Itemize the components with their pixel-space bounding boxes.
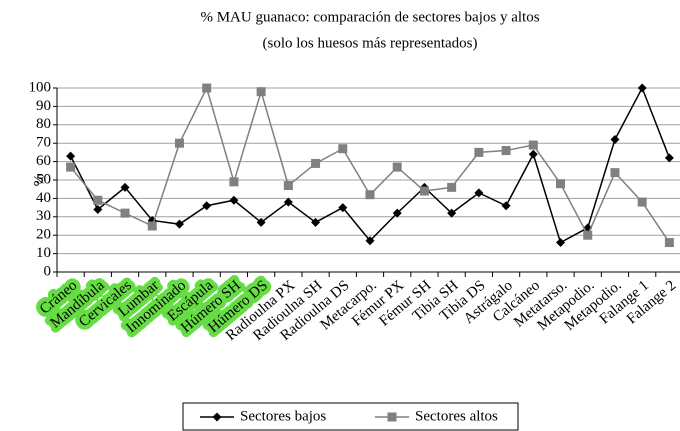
marker xyxy=(419,186,429,196)
y-tick-label: 30 xyxy=(36,208,51,224)
marker xyxy=(283,181,293,191)
marker xyxy=(447,182,457,192)
marker xyxy=(174,219,184,229)
marker xyxy=(174,138,184,148)
marker xyxy=(556,238,566,248)
marker xyxy=(583,230,593,240)
marker xyxy=(311,217,321,227)
y-tick-label: 10 xyxy=(36,245,51,261)
marker xyxy=(229,195,239,205)
series-line xyxy=(70,85,671,243)
marker xyxy=(256,87,266,97)
legend-label: Sectores bajos xyxy=(240,408,326,424)
marker xyxy=(501,146,511,156)
chart-subtitle: (solo los huesos más representados) xyxy=(263,35,478,51)
y-tick-label: 100 xyxy=(29,79,52,95)
marker xyxy=(556,179,566,189)
marker xyxy=(256,217,266,227)
marker xyxy=(338,144,348,154)
legend-box xyxy=(182,402,519,431)
chart-title: % MAU guanaco: comparación de sectores b… xyxy=(200,9,539,25)
marker xyxy=(474,188,484,198)
marker xyxy=(664,153,674,163)
marker xyxy=(147,221,157,231)
marker xyxy=(120,208,130,218)
marker xyxy=(392,208,402,218)
marker xyxy=(66,162,76,172)
marker xyxy=(93,195,103,205)
marker xyxy=(447,208,457,218)
marker xyxy=(392,162,402,172)
y-tick-label: 60 xyxy=(36,153,51,169)
y-tick-label: 20 xyxy=(36,227,51,243)
marker xyxy=(338,203,348,213)
marker xyxy=(474,147,484,157)
legend-label: Sectores altos xyxy=(415,408,498,424)
marker xyxy=(365,190,375,200)
y-tick-label: 80 xyxy=(36,116,51,132)
marker xyxy=(229,177,239,187)
y-tick-label: 90 xyxy=(36,98,51,114)
marker xyxy=(120,182,130,192)
marker xyxy=(528,140,538,150)
marker xyxy=(528,149,538,159)
marker xyxy=(202,83,212,93)
marker xyxy=(610,168,620,178)
marker xyxy=(610,135,620,145)
marker xyxy=(387,412,397,422)
marker xyxy=(501,201,511,211)
y-tick-label: 0 xyxy=(44,263,52,279)
marker xyxy=(311,158,321,168)
marker xyxy=(365,236,375,246)
marker xyxy=(212,412,222,422)
marker xyxy=(66,151,76,161)
marker xyxy=(637,83,647,93)
y-axis-label: % xyxy=(31,174,47,187)
marker xyxy=(637,197,647,207)
marker xyxy=(93,204,103,214)
y-tick-label: 50 xyxy=(36,171,51,187)
marker xyxy=(664,238,674,248)
y-tick-label: 70 xyxy=(36,135,51,151)
marker xyxy=(283,197,293,207)
marker xyxy=(202,201,212,211)
y-tick-label: 40 xyxy=(36,190,51,206)
